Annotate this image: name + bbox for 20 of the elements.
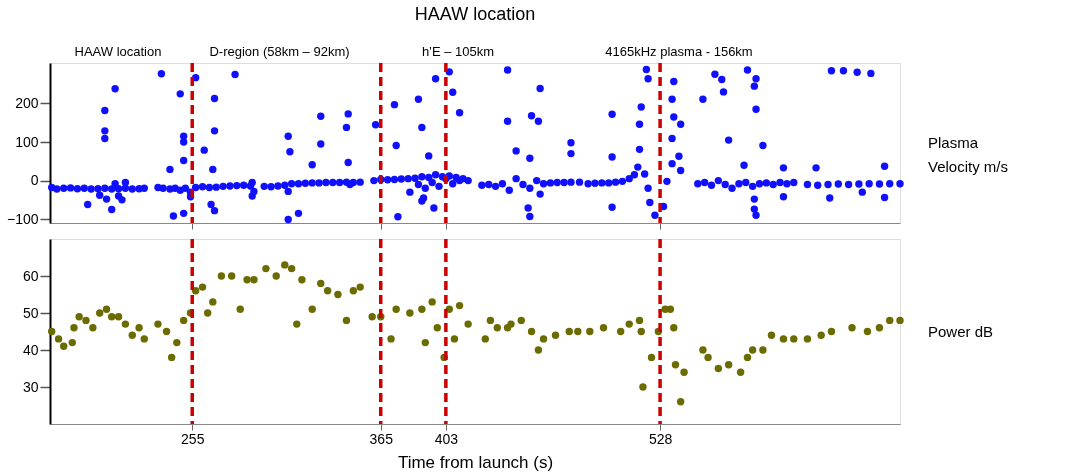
x-axis-title: Time from launch (s)	[397, 452, 554, 472]
y-tick-label: 30	[22, 378, 39, 395]
text: D-region (58km – 92km)	[209, 44, 350, 59]
y-axis-title: Plasma Velocity m/s	[928, 134, 1009, 175]
text: 4165kHz plasma - 156km	[605, 44, 753, 59]
y-tick-label: 200	[15, 94, 39, 111]
y-tick-label: −100	[6, 210, 39, 227]
text: h’E – 105km	[421, 44, 495, 59]
y-tick-label: 100	[15, 133, 39, 150]
x-tick-label: 403	[434, 430, 459, 447]
x-tick-label: 255	[181, 430, 205, 447]
x-tick-label: 365	[369, 430, 394, 447]
y-tick-label: 50	[22, 304, 39, 321]
y-tick-label: 0	[30, 172, 39, 189]
y-tick-label: 40	[22, 341, 39, 358]
x-tick-label: 528	[648, 430, 673, 447]
text: HAAW location	[74, 44, 162, 59]
chart-title: HAAW location	[414, 4, 536, 24]
y-axis-title: Power dB	[928, 322, 994, 340]
y-tick-label: 60	[22, 267, 39, 284]
